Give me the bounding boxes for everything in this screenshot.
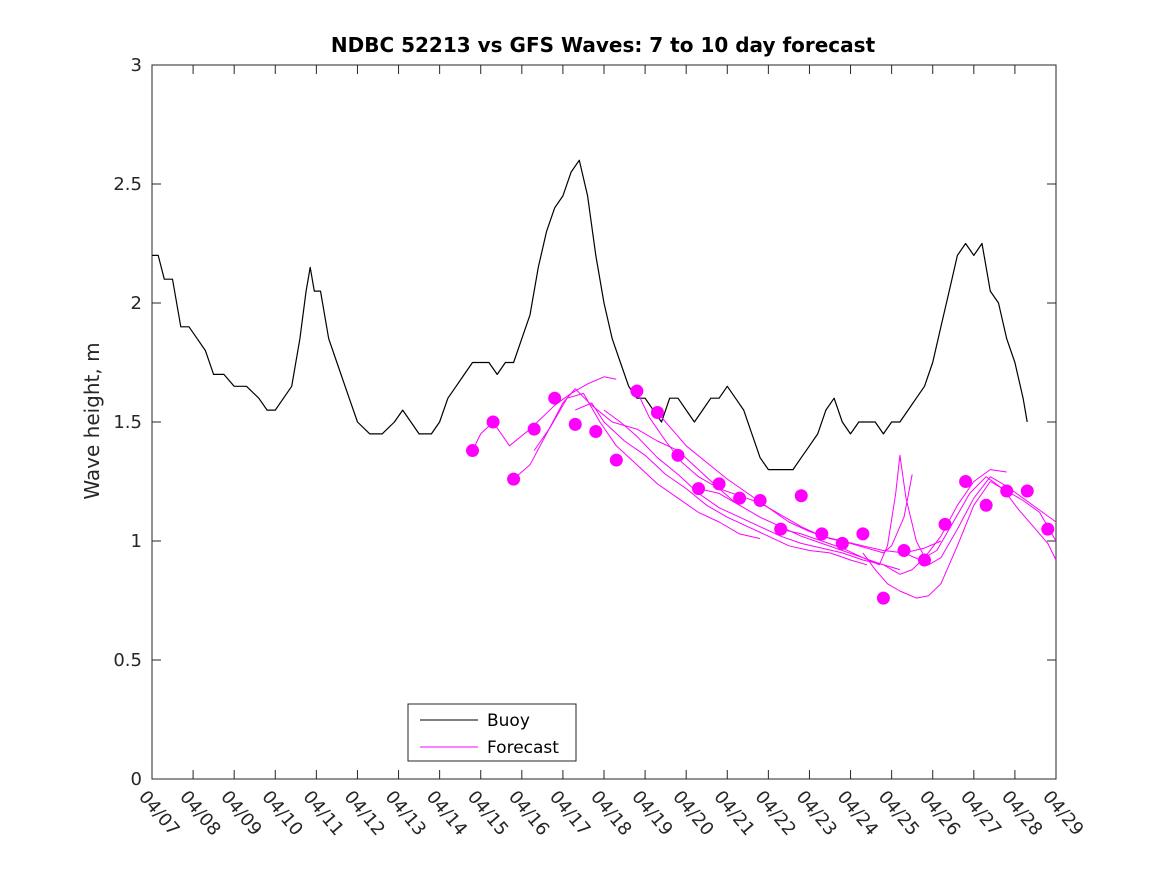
legend-entry-label: Forecast [487, 738, 559, 758]
y-tick-label: 1.5 [113, 412, 142, 433]
forecast-series-line [903, 476, 1057, 561]
forecast-series-line [780, 454, 1057, 566]
forecast-point [650, 405, 664, 419]
forecast-series-line [575, 402, 868, 566]
forecast-series-line [698, 469, 1007, 575]
buoy-series-line [152, 159, 1028, 471]
forecast-point [1020, 484, 1034, 498]
forecast-point [609, 453, 623, 467]
forecast-series-line [657, 412, 913, 554]
forecast-point [794, 489, 808, 503]
forecast-point [527, 422, 541, 436]
forecast-point [938, 517, 952, 531]
forecast-point [589, 425, 603, 439]
forecast-point [979, 498, 993, 512]
y-tick-label: 0.5 [113, 650, 142, 671]
y-tick-label: 1 [131, 531, 142, 552]
y-tick-label: 2 [131, 293, 142, 314]
forecast-series-line [533, 392, 761, 540]
legend-box [407, 703, 577, 762]
forecast-series-line [636, 390, 942, 554]
y-axis-label: Wave height, m [80, 342, 104, 499]
forecast-point [630, 384, 644, 398]
forecast-point [959, 475, 973, 488]
y-tick-label: 2.5 [113, 174, 142, 195]
y-tick-label: 3 [131, 55, 142, 76]
forecast-point [548, 391, 562, 405]
legend-entry-label: Buoy [487, 711, 530, 731]
forecast-point [568, 417, 582, 431]
forecast-point [876, 591, 890, 605]
forecast-point [856, 527, 870, 541]
forecast-series-line [862, 481, 1057, 599]
legend: Buoy Forecast [407, 703, 577, 762]
forecast-series-line [603, 409, 901, 571]
forecast-series-line [513, 388, 736, 504]
forecast-series-line [472, 376, 617, 451]
forecast-point [774, 522, 788, 536]
chart-title: NDBC 52213 vs GFS Waves: 7 to 10 day for… [331, 33, 876, 57]
y-tick-label: 0 [131, 769, 142, 790]
